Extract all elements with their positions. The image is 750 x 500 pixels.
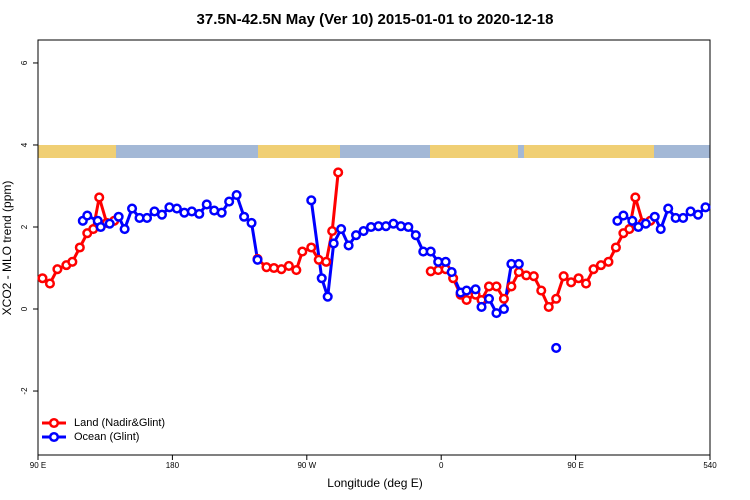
point xyxy=(74,242,85,253)
point xyxy=(476,301,487,313)
x-tick-label: 0 xyxy=(439,461,444,470)
point xyxy=(171,203,182,214)
y-tick-label: 0 xyxy=(20,306,29,311)
y-axis-label: XCO2 - MLO trend (ppm) xyxy=(0,181,14,316)
point xyxy=(491,308,502,319)
point xyxy=(321,256,332,267)
point xyxy=(113,211,124,222)
point xyxy=(336,223,347,235)
legend-marker xyxy=(48,417,60,429)
point xyxy=(343,240,354,251)
point xyxy=(252,254,263,265)
y-tick-label: 4 xyxy=(20,142,29,147)
y-tick-label: 2 xyxy=(20,224,29,229)
point xyxy=(239,211,250,222)
x-tick-label: 180 xyxy=(166,461,180,470)
y-tick-label: 6 xyxy=(20,60,29,65)
point xyxy=(216,207,227,218)
point xyxy=(700,202,711,213)
point xyxy=(461,294,472,306)
point xyxy=(141,212,153,224)
point xyxy=(119,223,130,235)
chart-title: 37.5N-42.5N May (Ver 10) 2015-01-01 to 2… xyxy=(197,11,554,28)
point xyxy=(649,211,660,222)
point xyxy=(461,285,472,296)
point xyxy=(351,230,362,241)
point xyxy=(283,260,294,272)
point xyxy=(543,301,554,313)
point xyxy=(52,264,63,275)
point xyxy=(316,273,327,284)
point xyxy=(333,167,344,178)
point xyxy=(446,267,457,278)
point xyxy=(425,246,436,257)
point xyxy=(82,210,93,221)
point xyxy=(327,226,338,237)
point xyxy=(201,199,212,210)
x-axis-label: Longitude (deg E) xyxy=(327,476,422,490)
point xyxy=(663,203,674,214)
point xyxy=(44,278,55,289)
point xyxy=(551,342,562,354)
point xyxy=(528,271,539,282)
point xyxy=(483,293,495,304)
legend-marker xyxy=(48,431,60,443)
legend-label: Land (Nadir&Glint) xyxy=(74,417,165,429)
point xyxy=(67,256,78,267)
point xyxy=(328,238,339,249)
point xyxy=(678,212,689,224)
point xyxy=(655,223,666,235)
point xyxy=(610,242,621,253)
point xyxy=(297,246,308,257)
point xyxy=(231,189,242,201)
point xyxy=(551,293,562,304)
x-tick-label: 90 E xyxy=(30,461,46,470)
point xyxy=(603,256,614,267)
point xyxy=(612,215,623,226)
point xyxy=(37,273,48,284)
point xyxy=(498,303,509,315)
point xyxy=(94,192,105,203)
point xyxy=(306,242,317,253)
x-tick-label: 90 E xyxy=(567,461,583,470)
map-strip xyxy=(38,145,710,158)
legend-label: Ocean (Glint) xyxy=(74,431,139,443)
point xyxy=(322,291,333,302)
point xyxy=(558,271,569,282)
point xyxy=(156,209,167,220)
point xyxy=(194,208,205,219)
point xyxy=(630,192,641,203)
point xyxy=(513,258,524,269)
point xyxy=(581,278,592,289)
point xyxy=(306,195,317,206)
point xyxy=(410,230,421,241)
point xyxy=(498,293,509,304)
point xyxy=(104,218,115,229)
point xyxy=(358,226,369,237)
x-tick-label: 540 xyxy=(703,461,717,470)
point xyxy=(403,221,414,233)
point xyxy=(440,256,451,267)
point xyxy=(640,218,651,229)
point xyxy=(536,285,547,296)
plot-frame xyxy=(37,39,711,456)
x-tick-label: 90 W xyxy=(297,461,316,470)
point xyxy=(624,223,635,235)
point xyxy=(127,203,138,214)
point xyxy=(470,284,481,295)
point xyxy=(566,277,577,288)
point xyxy=(291,265,302,276)
point xyxy=(693,209,704,220)
point xyxy=(588,264,599,275)
point xyxy=(618,210,629,221)
point xyxy=(95,221,106,233)
point xyxy=(224,196,235,207)
point xyxy=(627,215,638,226)
y-tick-label: -2 xyxy=(20,387,29,395)
point xyxy=(573,273,584,284)
point xyxy=(506,281,517,292)
point xyxy=(246,217,257,228)
point xyxy=(491,281,502,292)
